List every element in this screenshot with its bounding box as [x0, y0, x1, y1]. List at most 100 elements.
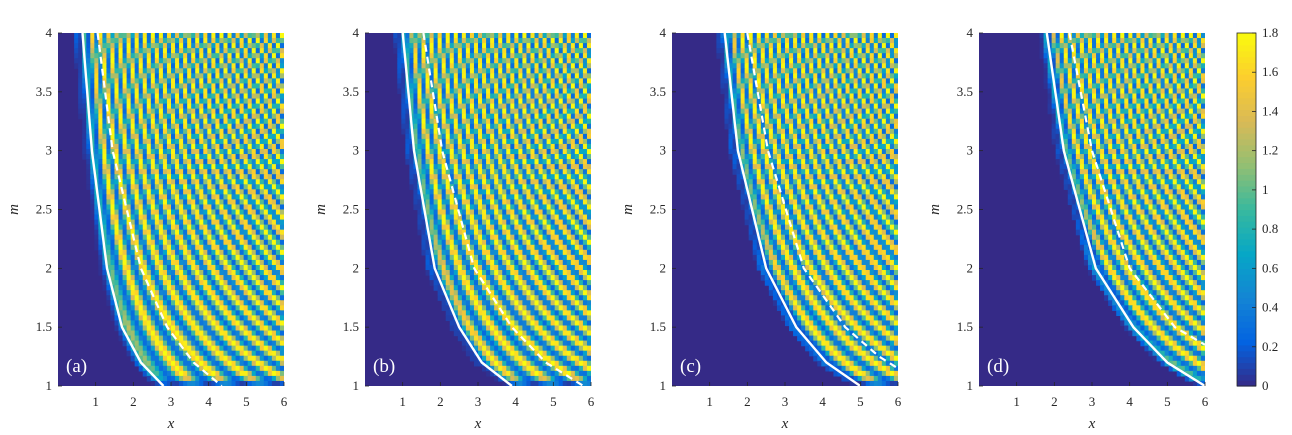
heatmap-cell	[461, 118, 467, 125]
heatmap-cell	[219, 249, 225, 256]
heatmap-cell	[162, 189, 168, 195]
heatmap-cell	[279, 239, 284, 246]
heatmap-cell	[279, 360, 284, 367]
heatmap-cell	[130, 249, 136, 256]
heatmap-cell	[187, 229, 192, 236]
heatmap-cell	[211, 118, 216, 125]
heatmap-cell	[138, 43, 144, 49]
heatmap-cell	[130, 93, 136, 100]
heatmap-cell	[586, 143, 591, 150]
heatmap-cell	[94, 148, 99, 155]
heatmap-cell	[510, 78, 515, 85]
heatmap-cell	[417, 48, 423, 54]
heatmap-cell	[118, 184, 124, 190]
heatmap-cell	[243, 365, 249, 372]
heatmap-cell	[251, 229, 257, 236]
heatmap-cell	[134, 169, 140, 175]
heatmap-cell	[82, 148, 87, 155]
heatmap-cell	[482, 33, 487, 39]
heatmap-cell	[441, 113, 447, 120]
heatmap-cell	[263, 179, 269, 185]
heatmap-cell	[251, 219, 257, 226]
heatmap-cell	[538, 159, 544, 165]
heatmap-cell	[118, 48, 124, 54]
heatmap-cell	[130, 244, 136, 251]
heatmap-cell	[275, 143, 281, 150]
heatmap-cell	[126, 78, 132, 85]
heatmap-cell	[126, 270, 132, 276]
heatmap-cell	[150, 244, 156, 251]
heatmap-cell	[445, 148, 451, 155]
heatmap-cell	[207, 209, 212, 216]
heatmap-cell	[578, 103, 584, 110]
heatmap-cell	[433, 194, 439, 201]
heatmap-cell	[207, 300, 212, 306]
heatmap-cell	[473, 103, 479, 110]
heatmap-cell	[437, 103, 443, 110]
heatmap-cell	[255, 93, 261, 100]
heatmap-cell	[550, 108, 556, 115]
heatmap-cell	[522, 194, 528, 201]
heatmap-cell	[207, 270, 212, 276]
heatmap-cell	[150, 63, 156, 69]
heatmap-cell	[134, 58, 140, 64]
heatmap-cell	[502, 98, 507, 105]
heatmap-cell	[461, 113, 467, 120]
heatmap-cell	[542, 194, 548, 201]
heatmap-cell	[227, 169, 233, 175]
heatmap-cell	[134, 48, 140, 54]
heatmap-cell	[586, 209, 591, 216]
heatmap-cell	[441, 209, 447, 216]
heatmap-cell	[239, 48, 245, 54]
heatmap-cell	[271, 38, 277, 44]
heatmap-cell	[183, 254, 188, 261]
heatmap-cell	[187, 264, 192, 271]
heatmap-cell	[207, 259, 212, 266]
heatmap-cell	[570, 43, 576, 49]
heatmap-cell	[413, 138, 419, 145]
heatmap-cell	[154, 270, 160, 276]
heatmap-cell	[106, 83, 112, 90]
heatmap-cell	[586, 164, 591, 170]
heatmap-cell	[558, 199, 564, 206]
heatmap-cell	[199, 194, 204, 201]
heatmap-cell	[191, 300, 196, 306]
heatmap-cell	[267, 179, 273, 185]
heatmap-cell	[526, 68, 532, 74]
heatmap-cell	[457, 174, 463, 180]
heatmap-cell	[78, 73, 83, 79]
heatmap-cell	[203, 310, 208, 316]
heatmap-cell	[554, 179, 560, 185]
heatmap-cell	[227, 239, 233, 246]
heatmap-cell	[94, 78, 99, 85]
heatmap-cell	[239, 280, 245, 286]
heatmap-cell	[102, 159, 108, 165]
heatmap-cell	[122, 159, 128, 165]
heatmap-cell	[514, 194, 519, 201]
heatmap-cell	[449, 194, 455, 201]
heatmap-cell	[582, 189, 588, 195]
heatmap-cell	[171, 128, 176, 135]
heatmap-cell	[494, 113, 499, 120]
heatmap-cell	[203, 300, 208, 306]
heatmap-cell	[102, 189, 108, 195]
heatmap-cell	[486, 53, 491, 59]
heatmap-cell	[187, 83, 192, 90]
heatmap-cell	[166, 128, 172, 135]
heatmap-cell	[106, 93, 112, 100]
heatmap-cell	[211, 123, 216, 130]
heatmap-cell	[231, 234, 237, 241]
heatmap-cell	[154, 194, 160, 201]
heatmap-cell	[106, 189, 112, 195]
heatmap-cell	[449, 108, 455, 115]
heatmap-cell	[247, 365, 253, 372]
heatmap-cell	[199, 138, 204, 145]
heatmap-cell	[465, 123, 471, 130]
heatmap-cell	[433, 43, 439, 49]
heatmap-cell	[98, 98, 103, 105]
heatmap-cell	[255, 38, 261, 44]
heatmap-cell	[138, 259, 144, 266]
heatmap-cell	[514, 108, 519, 115]
heatmap-cell	[98, 229, 103, 236]
heatmap-cell	[175, 184, 180, 190]
